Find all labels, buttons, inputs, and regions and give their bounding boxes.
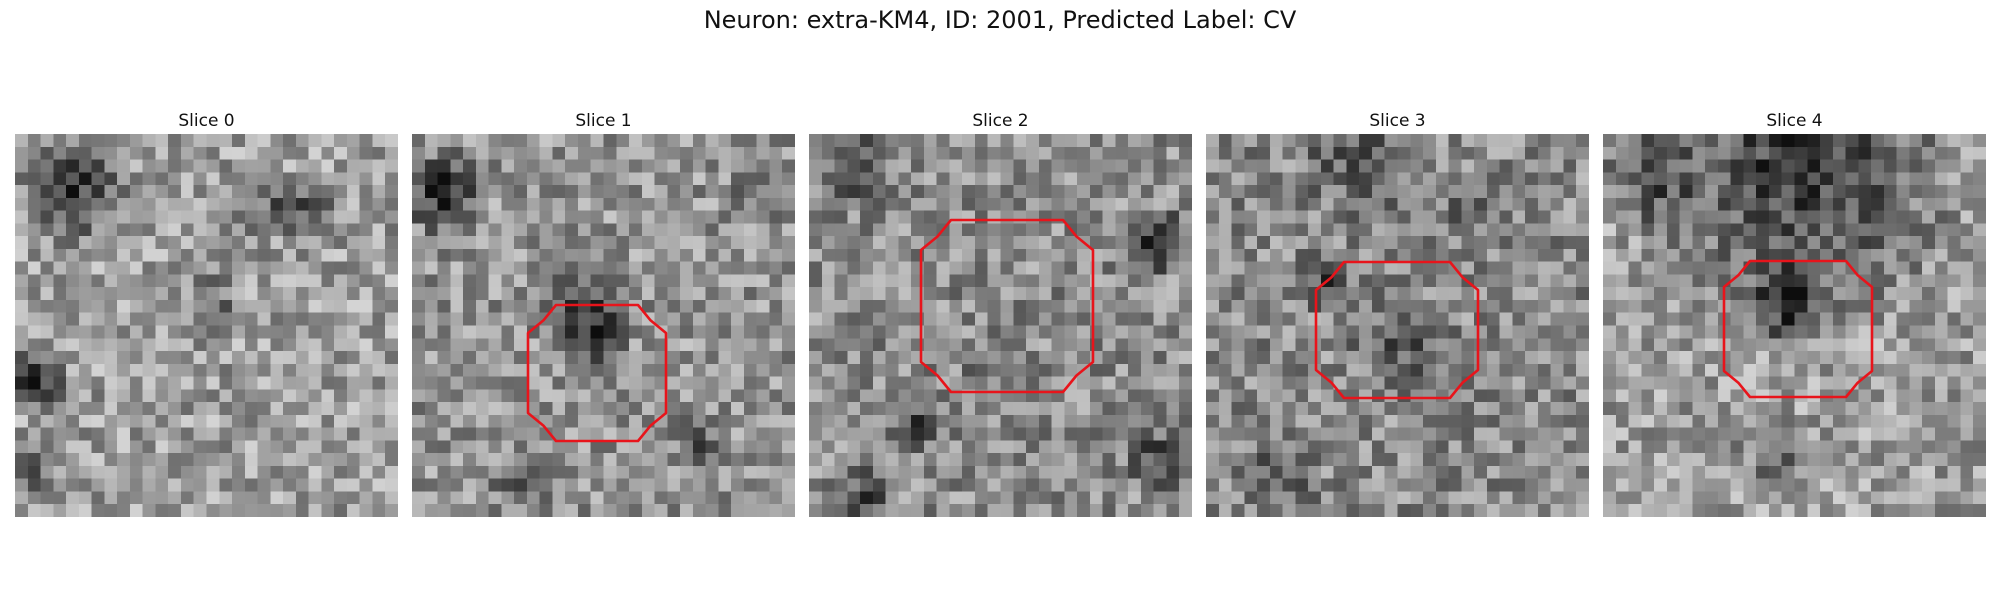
slice-overlay-4 — [1722, 259, 1874, 399]
slice-image-3 — [1206, 134, 1589, 517]
roi-contour-2 — [919, 218, 1095, 394]
slice-overlay-1 — [526, 303, 668, 443]
slice-image-4 — [1603, 134, 1986, 517]
slice-overlay-0 — [15, 134, 398, 517]
slice-panel-0: Slice 0 — [15, 108, 398, 517]
slice-overlay-3 — [1314, 260, 1480, 400]
slice-title-3: Slice 3 — [1369, 111, 1426, 131]
slice-title-2: Slice 2 — [972, 111, 1029, 131]
slice-panel-1: Slice 1 — [412, 108, 795, 517]
slice-title-0: Slice 0 — [178, 111, 235, 131]
slice-image-2 — [809, 134, 1192, 517]
slice-panel-4: Slice 4 — [1603, 108, 1986, 517]
slice-overlay-2 — [919, 218, 1095, 394]
slice-title-1: Slice 1 — [575, 111, 632, 131]
slice-title-4: Slice 4 — [1766, 111, 1823, 131]
slice-image-0 — [15, 134, 398, 517]
roi-contour-1 — [526, 303, 668, 443]
slice-image-1 — [412, 134, 795, 517]
roi-contour-3 — [1314, 260, 1480, 400]
slice-panel-3: Slice 3 — [1206, 108, 1589, 517]
figure-title: Neuron: extra-KM4, ID: 2001, Predicted L… — [703, 6, 1297, 34]
slice-panel-2: Slice 2 — [809, 108, 1192, 517]
roi-contour-4 — [1722, 259, 1874, 399]
